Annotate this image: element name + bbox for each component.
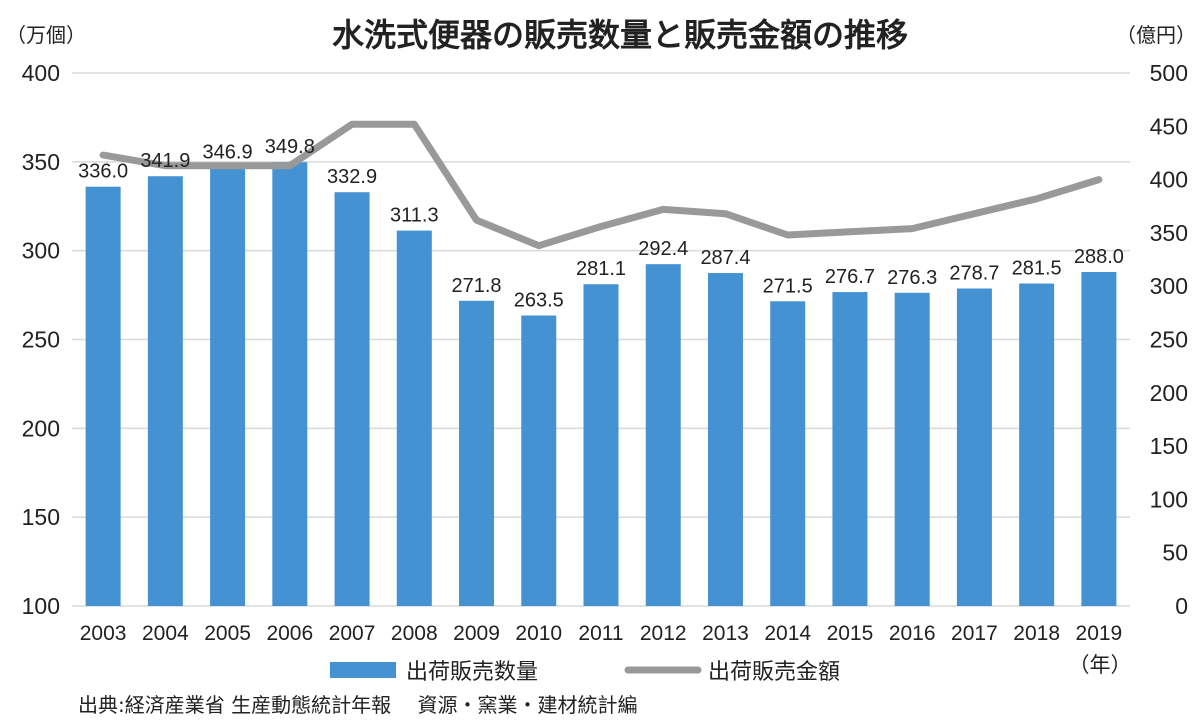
bar: [894, 292, 930, 606]
bar: [1081, 271, 1117, 606]
x-tick-label: 2013: [702, 622, 749, 645]
y-left-tick-label: 250: [22, 327, 60, 353]
bar: [334, 192, 370, 606]
x-axis-unit: （年）: [1069, 654, 1132, 677]
chart-title: 水洗式便器の販売数量と販売金額の推移: [332, 16, 908, 54]
y-left-tick-label: 350: [22, 149, 60, 175]
bar: [583, 284, 619, 606]
bar: [210, 167, 246, 606]
x-tick-label: 2012: [640, 622, 687, 645]
x-tick-label: 2004: [142, 622, 189, 645]
bar: [956, 288, 992, 606]
y-right-tick-label: 100: [1150, 486, 1188, 512]
bar-value-label: 276.7: [825, 266, 875, 288]
x-tick-label: 2007: [329, 622, 376, 645]
legend-bar-label: 出荷販売数量: [406, 660, 538, 685]
bar-value-label: 271.5: [763, 275, 813, 297]
y-left-tick-label: 300: [22, 238, 60, 264]
y-right-tick-label: 200: [1150, 380, 1188, 406]
y-left-tick-label: 400: [22, 60, 60, 86]
x-tick-label: 2010: [515, 622, 562, 645]
bar-value-label: 349.8: [265, 136, 315, 158]
x-tick-label: 2019: [1076, 622, 1123, 645]
legend-bar-swatch: [330, 662, 396, 678]
y-right-tick-label: 450: [1150, 113, 1188, 139]
bar-value-label: 341.9: [140, 150, 190, 172]
data-labels: 336.0 341.9 346.9 349.8 332.9 311.3 271.8 263.5…: [78, 136, 1124, 311]
bar-value-label: 263.5: [514, 290, 564, 312]
x-tick-label: 2015: [827, 622, 874, 645]
bar-value-label: 332.9: [327, 166, 377, 188]
y-left-tick-label: 150: [22, 504, 60, 530]
x-tick-label: 2011: [578, 622, 623, 645]
bar-value-label: 271.8: [451, 275, 501, 297]
right-axis-unit: （億円）: [1116, 23, 1196, 47]
bar: [832, 292, 868, 606]
bar: [85, 186, 121, 606]
bar-series: [85, 162, 1117, 606]
y-right-tick-label: 400: [1150, 167, 1188, 193]
bar-value-label: 278.7: [949, 263, 999, 285]
y-right-tick-label: 300: [1150, 273, 1188, 299]
x-axis: 2003 2004 2005 2006 2007 2008 2009 2010 2011 2012…: [80, 622, 1122, 645]
bar: [396, 230, 432, 606]
bar: [272, 162, 308, 606]
bar-value-label: 292.4: [638, 238, 688, 260]
sales-amount-line: [99, 120, 1103, 250]
source-note: 出典:経済産業省 生産動態統計年報 資源・窯業・建材統計編: [78, 693, 637, 717]
left-y-axis: 100 150 200 250 300 350 400: [22, 60, 60, 619]
bar-value-label: 281.5: [1012, 258, 1062, 280]
y-right-tick-label: 50: [1162, 540, 1188, 566]
y-right-tick-label: 350: [1150, 220, 1188, 246]
x-tick-label: 2005: [204, 622, 251, 645]
bar-value-label: 336.0: [78, 161, 128, 183]
bar-value-label: 288.0: [1074, 246, 1124, 268]
bar-value-label: 346.9: [203, 141, 253, 163]
bar: [645, 264, 681, 606]
bar-value-label: 281.1: [576, 258, 626, 280]
y-right-tick-label: 150: [1150, 433, 1188, 459]
y-right-tick-label: 250: [1150, 327, 1188, 353]
legend: 出荷販売数量 出荷販売金額: [330, 660, 840, 685]
right-y-axis: 0 50 100 150 200 250 300 350 400 450 500: [1150, 60, 1188, 619]
bar: [459, 300, 495, 606]
x-tick-label: 2008: [391, 622, 438, 645]
y-left-tick-label: 200: [22, 415, 60, 441]
bar: [147, 176, 183, 606]
bar: [521, 315, 557, 606]
bar-value-label: 287.4: [700, 247, 750, 269]
x-tick-label: 2009: [453, 622, 500, 645]
bar: [770, 301, 806, 606]
x-tick-label: 2017: [951, 622, 998, 645]
x-tick-label: 2018: [1013, 622, 1060, 645]
bar: [707, 273, 743, 606]
line-series: [99, 120, 1103, 250]
y-right-tick-label: 0: [1175, 593, 1188, 619]
y-right-tick-label: 500: [1150, 60, 1188, 86]
y-left-tick-label: 100: [22, 593, 60, 619]
bar: [1019, 283, 1055, 606]
x-tick-label: 2016: [889, 622, 936, 645]
x-tick-label: 2006: [266, 622, 313, 645]
left-axis-unit: （万個）: [6, 23, 86, 47]
bar-value-label: 276.3: [887, 267, 937, 289]
bar-value-label: 311.3: [390, 205, 439, 227]
legend-line-label: 出荷販売金額: [708, 660, 840, 685]
x-tick-label: 2014: [764, 622, 811, 645]
x-tick-label: 2003: [80, 622, 127, 645]
